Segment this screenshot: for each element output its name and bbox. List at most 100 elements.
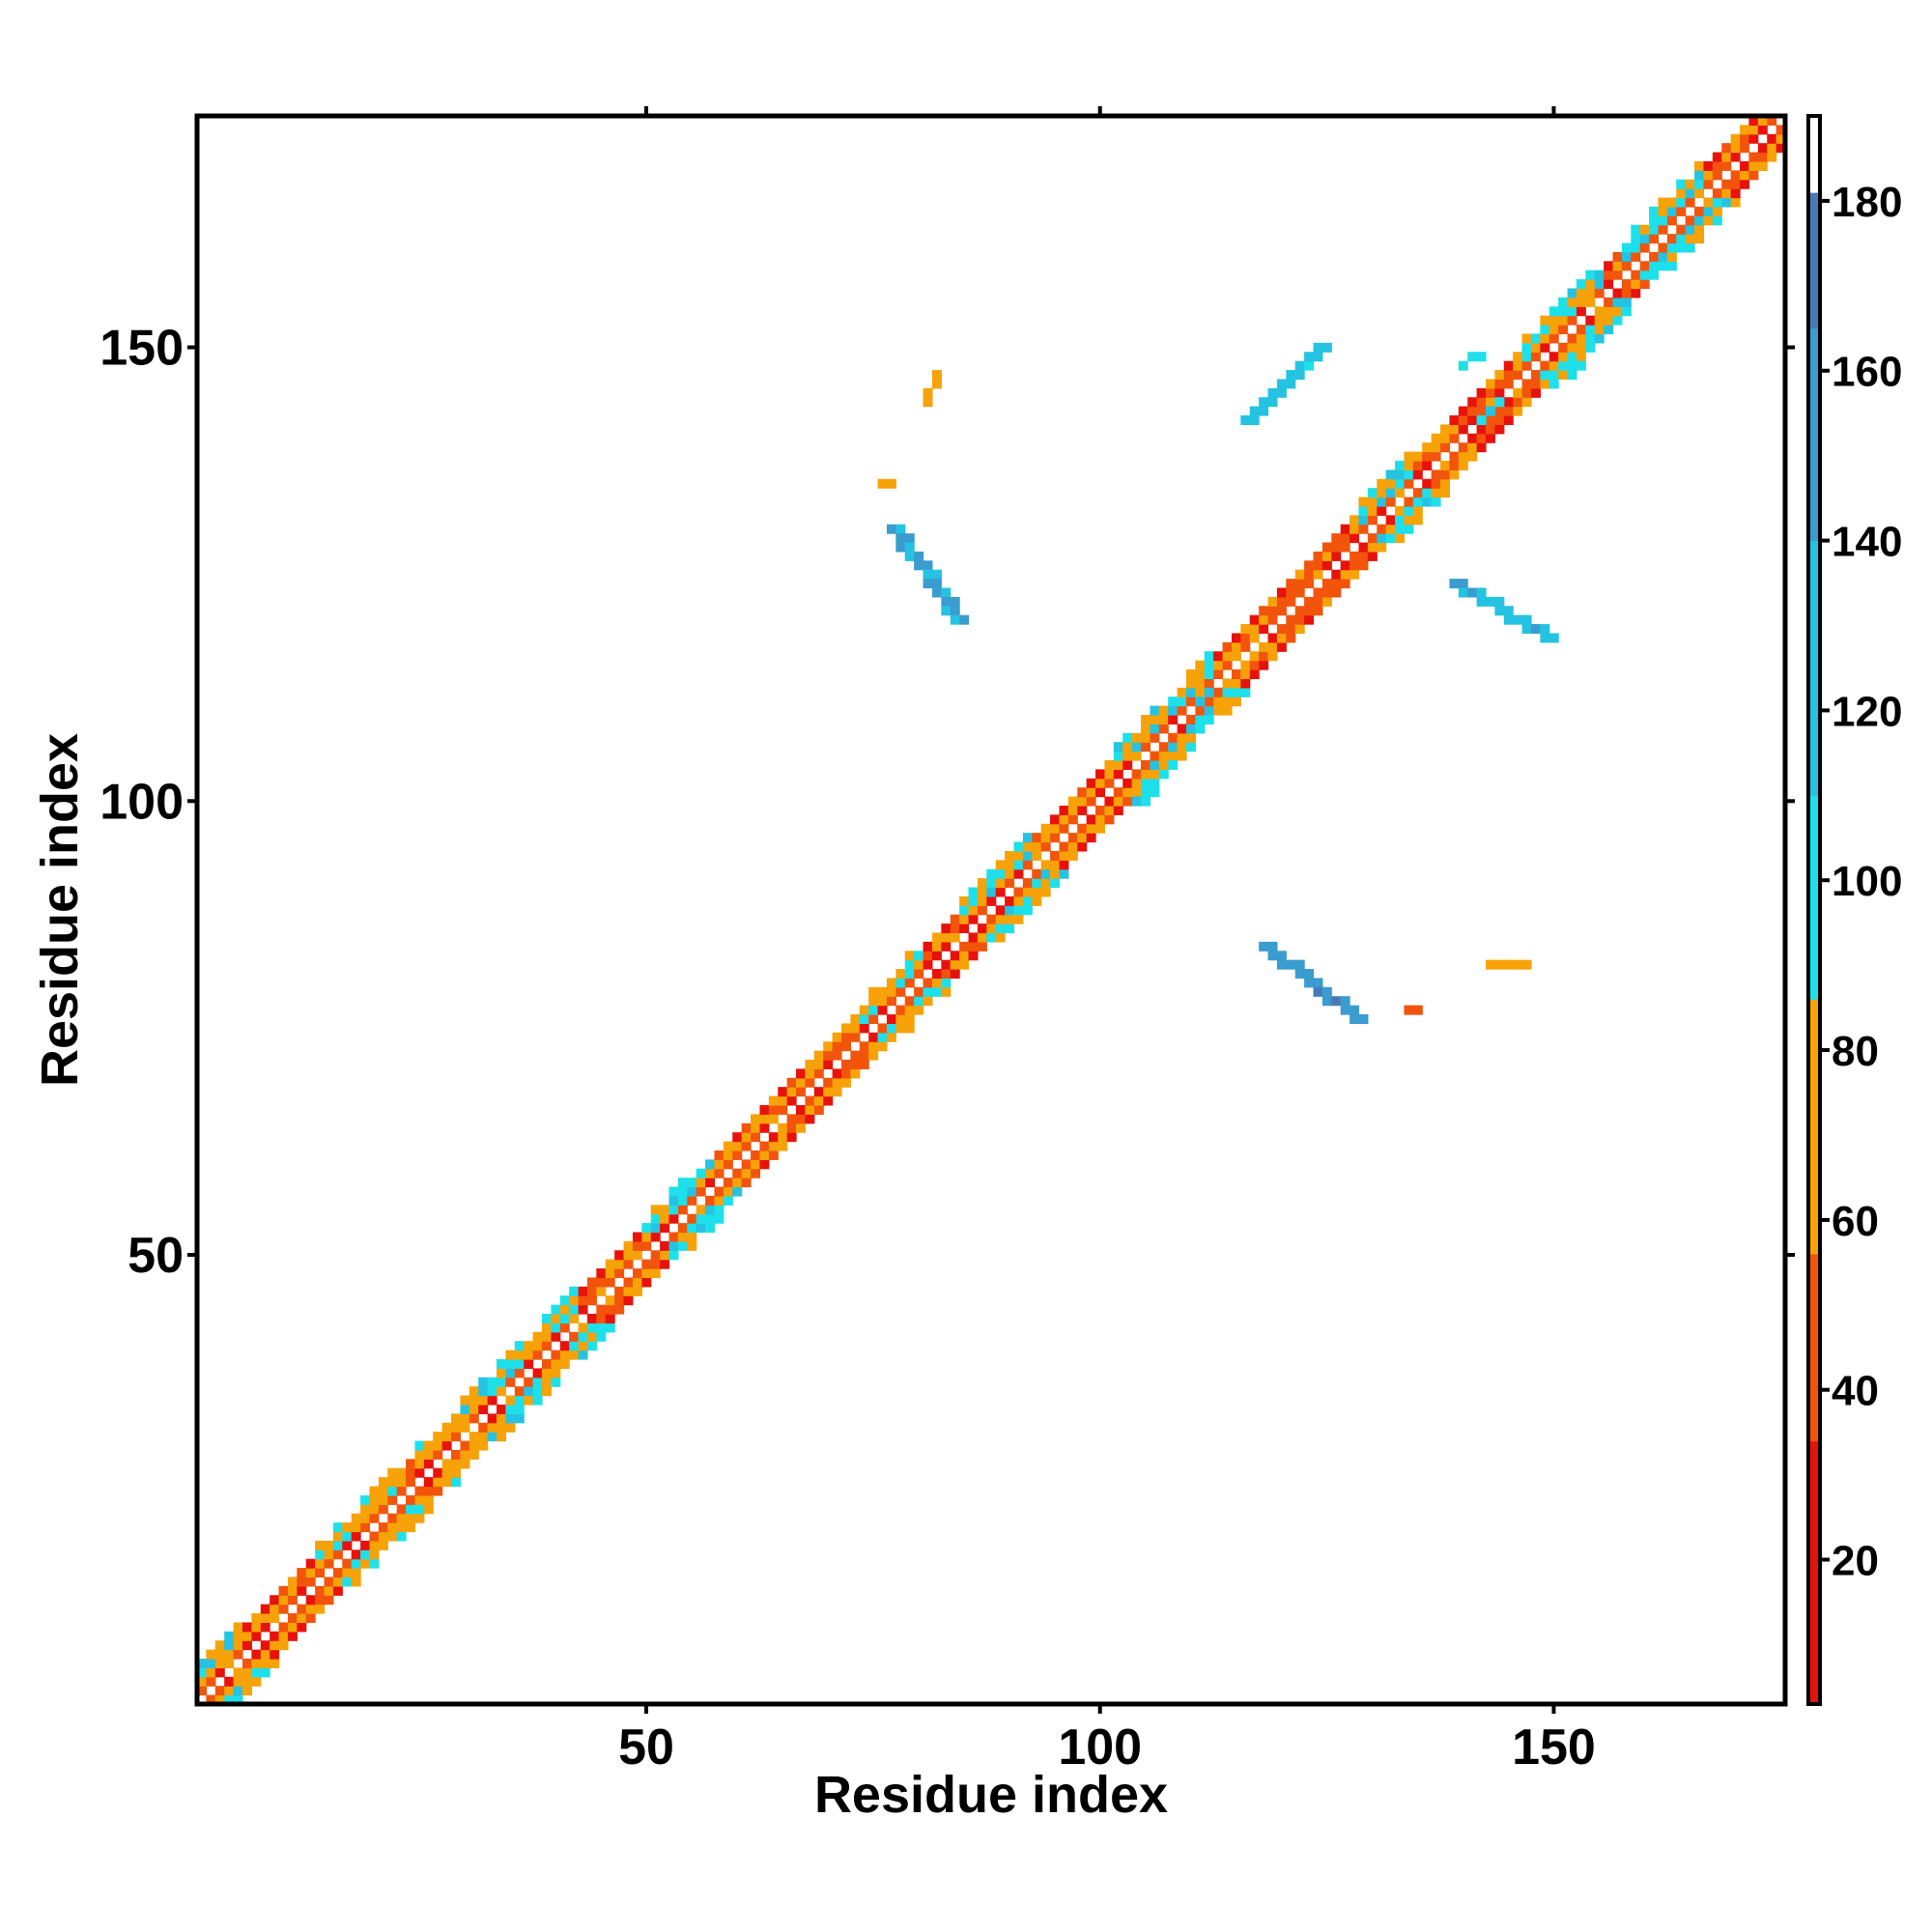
contact-cell: [305, 1558, 316, 1569]
contact-cell: [1485, 424, 1495, 435]
contact-cell: [1050, 850, 1061, 861]
contact-cell: [1694, 160, 1705, 171]
y-tick-label: 50: [128, 1228, 184, 1284]
contact-cell: [1122, 787, 1133, 798]
contact-cell: [1412, 515, 1423, 526]
contact-cell: [460, 1449, 470, 1460]
contact-cell: [1485, 433, 1495, 443]
contact-cell: [1440, 488, 1451, 498]
contact-cell: [1422, 451, 1433, 462]
contact-cell: [1104, 805, 1115, 815]
contact-cell: [796, 1087, 807, 1097]
contact-cell: [1776, 143, 1786, 154]
contact-cell: [1267, 633, 1278, 643]
contact-cell: [1712, 206, 1722, 216]
contact-cell: [1231, 678, 1241, 689]
contact-cell: [1077, 833, 1088, 843]
contact-cell: [242, 1676, 252, 1687]
contact-cell: [1666, 234, 1677, 244]
contact-cell: [1340, 524, 1350, 534]
contact-cell: [433, 1477, 443, 1488]
contact-cell: [732, 1150, 743, 1160]
contact-cell: [850, 1032, 861, 1042]
contact-cell: [1222, 660, 1233, 670]
contact-cell: [751, 1168, 761, 1179]
contact-cell: [1485, 379, 1495, 389]
contact-cell: [451, 1459, 462, 1469]
colorbar-tick-label: 80: [1832, 1028, 1879, 1075]
contact-cell: [895, 978, 906, 988]
contact-cell: [396, 1531, 407, 1542]
contact-cell: [1321, 551, 1332, 561]
contact-cell: [1222, 705, 1233, 716]
contact-cell: [650, 1259, 661, 1269]
contact-cell: [551, 1322, 561, 1333]
contact-cell: [914, 986, 924, 997]
contact-cell: [1730, 197, 1741, 208]
contact-cell: [668, 1240, 679, 1251]
contact-cell: [941, 596, 952, 607]
contact-cell: [1168, 732, 1179, 743]
contact-cell: [914, 560, 924, 571]
contact-cell: [260, 1622, 270, 1633]
contact-cell: [859, 1005, 869, 1015]
contact-cell: [460, 1404, 470, 1414]
contact-cell: [1304, 606, 1315, 616]
contact-cell: [886, 1023, 896, 1034]
contact-cell: [1540, 325, 1550, 335]
contact-cell: [1494, 370, 1505, 381]
contact-cell: [1540, 360, 1550, 371]
contact-cell: [414, 1486, 425, 1496]
contact-cell: [1294, 606, 1305, 616]
contact-cell: [1521, 387, 1532, 398]
contact-cell: [1040, 868, 1051, 879]
contact-cell: [923, 941, 933, 952]
contact-cell: [460, 1413, 470, 1424]
contact-cell: [660, 1223, 670, 1234]
contact-cell: [260, 1659, 270, 1669]
contact-cell: [1213, 687, 1224, 697]
contact-cell: [1585, 270, 1596, 280]
contact-cell: [1621, 242, 1632, 253]
contact-cell: [1150, 751, 1160, 761]
contact-cell: [1313, 978, 1323, 988]
contact-cell: [1013, 895, 1024, 906]
contact-cell: [1059, 823, 1069, 834]
x-tick-label: 50: [618, 1719, 674, 1776]
contact-cell: [586, 1331, 597, 1342]
contact-cell: [423, 1504, 434, 1515]
contact-cell: [904, 1023, 915, 1034]
contact-cell: [677, 1223, 688, 1234]
contact-cell: [578, 1341, 588, 1351]
contact-cell: [551, 1331, 561, 1342]
contact-cell: [1294, 569, 1305, 580]
contact-cell: [1703, 179, 1714, 189]
contact-cell: [260, 1604, 270, 1614]
contact-cell: [1649, 261, 1660, 271]
contact-cell: [351, 1513, 361, 1523]
contact-cell: [1367, 533, 1378, 544]
contact-cell: [1540, 370, 1550, 381]
contact-cell: [342, 1522, 353, 1533]
contact-cell: [1032, 895, 1042, 906]
contact-cell: [378, 1477, 388, 1488]
contact-cell: [541, 1368, 552, 1378]
contact-cell: [1331, 533, 1342, 544]
contact-cell: [1267, 641, 1278, 652]
contact-cell: [423, 1449, 434, 1460]
contact-cell: [1476, 406, 1487, 416]
contact-cell: [759, 1159, 770, 1170]
contact-cell: [1213, 669, 1224, 680]
contact-cell: [497, 1359, 506, 1370]
contact-cell: [1431, 488, 1441, 498]
contact-cell: [759, 1150, 770, 1160]
contact-cell: [931, 370, 942, 381]
contact-cell: [768, 1095, 779, 1106]
contact-cell: [342, 1558, 353, 1569]
contact-cell: [1440, 469, 1451, 480]
contact-cell: [559, 1304, 570, 1315]
contact-cell: [505, 1368, 516, 1378]
contact-cell: [423, 1486, 434, 1496]
contact-cell: [406, 1522, 416, 1533]
contact-cell: [1150, 732, 1160, 743]
